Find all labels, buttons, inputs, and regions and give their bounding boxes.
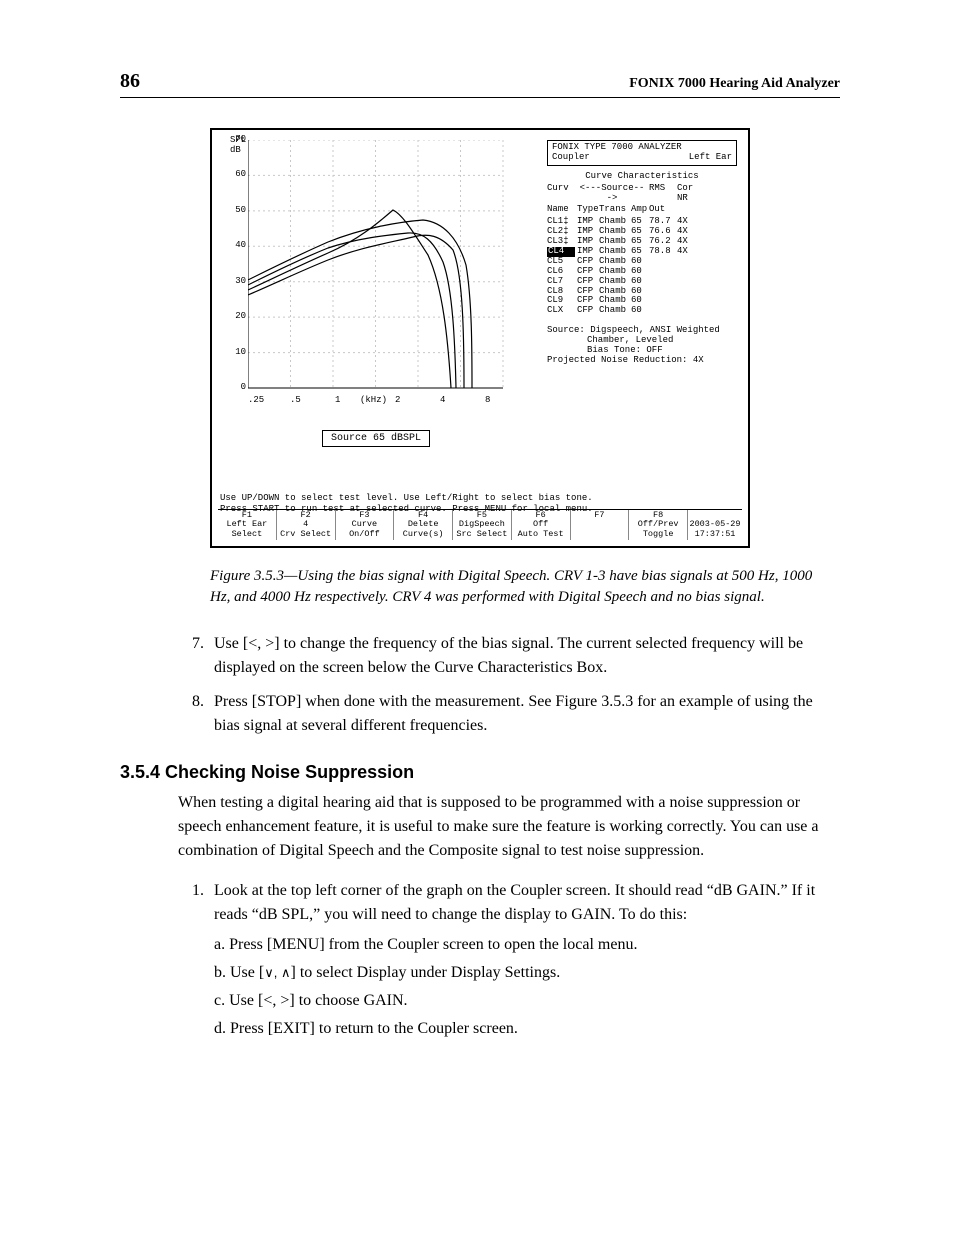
y-tick: 70 xyxy=(230,135,246,145)
function-key[interactable]: F3CurveOn/Off xyxy=(336,510,395,540)
figure-graph: SPLdB 706050403020100 .25.51(kHz)248 xyxy=(230,140,510,420)
section-step-1: Look at the top left corner of the graph… xyxy=(208,879,840,1041)
curve-table-subheader: Name Type Trans Amp Out xyxy=(547,205,737,215)
step-8: Press [STOP] when done with the measurem… xyxy=(208,690,840,738)
page-header: 86 FONIX 7000 Hearing Aid Analyzer xyxy=(120,70,840,98)
chart-svg xyxy=(248,140,508,394)
mode-label: Coupler xyxy=(552,153,590,163)
section-step-1-text: Look at the top left corner of the graph… xyxy=(214,882,815,923)
section-step-1-substeps: a. Press [MENU] from the Coupler screen … xyxy=(214,933,840,1041)
y-tick: 10 xyxy=(230,348,246,358)
continued-steps-list: Use [<, >] to change the frequency of th… xyxy=(180,632,840,738)
x-tick: 4 xyxy=(440,396,445,406)
y-tick: 20 xyxy=(230,312,246,322)
section-heading: 3.5.4 Checking Noise Suppression xyxy=(120,762,840,783)
x-tick: .5 xyxy=(290,396,301,406)
figure-caption: Figure 3.5.3—Using the bias signal with … xyxy=(210,566,830,608)
curve-table-row: CL3‡IMPChamb6576.24X xyxy=(547,237,737,247)
curve-char-title: Curve Characteristics xyxy=(547,172,737,182)
y-tick: 50 xyxy=(230,206,246,216)
substep: d. Press [EXIT] to return to the Coupler… xyxy=(214,1017,840,1041)
function-key[interactable]: F4DeleteCurve(s) xyxy=(394,510,453,540)
substep: a. Press [MENU] from the Coupler screen … xyxy=(214,933,840,957)
source-level-box: Source 65 dBSPL xyxy=(322,430,430,447)
y-tick: 0 xyxy=(230,383,246,393)
analyzer-title-box: FONIX TYPE 7000 ANALYZER Coupler Left Ea… xyxy=(547,140,737,166)
curve-table-row: CL8CFPChamb60 xyxy=(547,287,737,297)
page-number: 86 xyxy=(120,70,140,93)
y-tick: 40 xyxy=(230,241,246,251)
function-key[interactable]: F5DigSpeechSrc Select xyxy=(453,510,512,540)
figure-right-column: FONIX TYPE 7000 ANALYZER Coupler Left Ea… xyxy=(547,140,737,366)
function-keys-row: F1Left EarSelectF24Crv SelectF3CurveOn/O… xyxy=(218,509,742,540)
figure-3-5-3: SPLdB 706050403020100 .25.51(kHz)248 Sou… xyxy=(210,128,750,548)
curve-table-row: CL1‡IMPChamb6578.74X xyxy=(547,217,737,227)
curve-table-row: CL5CFPChamb60 xyxy=(547,257,737,267)
curve-table-row: CL4IMPChamb6578.84X xyxy=(547,247,737,257)
function-key[interactable]: F24Crv Select xyxy=(277,510,336,540)
substep: b. Use [∨, ∧] to select Display under Di… xyxy=(214,961,840,985)
curve-table-row: CL6CFPChamb60 xyxy=(547,267,737,277)
y-tick: 30 xyxy=(230,277,246,287)
function-key[interactable]: F8Off/PrevToggle xyxy=(629,510,688,540)
x-tick: 2 xyxy=(395,396,400,406)
book-title: FONIX 7000 Hearing Aid Analyzer xyxy=(629,76,840,92)
function-key[interactable]: F1Left EarSelect xyxy=(218,510,277,540)
x-tick: 1 xyxy=(335,396,340,406)
x-tick: (kHz) xyxy=(360,396,387,406)
step-7: Use [<, >] to change the frequency of th… xyxy=(208,632,840,680)
x-tick: .25 xyxy=(248,396,264,406)
curve-table-row: CL2‡IMPChamb6576.64X xyxy=(547,227,737,237)
section-steps-list: Look at the top left corner of the graph… xyxy=(180,879,840,1041)
function-key[interactable]: F6OffAuto Test xyxy=(512,510,571,540)
ear-label: Left Ear xyxy=(689,153,732,163)
source-info: Source: Digspeech, ANSI Weighted Chamber… xyxy=(547,326,737,366)
substep: c. Use [<, >] to choose GAIN. xyxy=(214,989,840,1013)
curve-table-row: CLXCFPChamb60 xyxy=(547,306,737,316)
curve-table-row: CL7CFPChamb60 xyxy=(547,277,737,287)
function-key[interactable]: 2003-05-2917:37:51 xyxy=(688,510,742,540)
section-intro-paragraph: When testing a digital hearing aid that … xyxy=(178,791,840,863)
curve-table-row: CL9CFPChamb60 xyxy=(547,296,737,306)
x-tick: 8 xyxy=(485,396,490,406)
curve-table-header: Curv <---Source---> RMS Cor NR xyxy=(547,184,737,204)
function-key[interactable]: F7 xyxy=(571,510,630,540)
y-tick: 60 xyxy=(230,170,246,180)
